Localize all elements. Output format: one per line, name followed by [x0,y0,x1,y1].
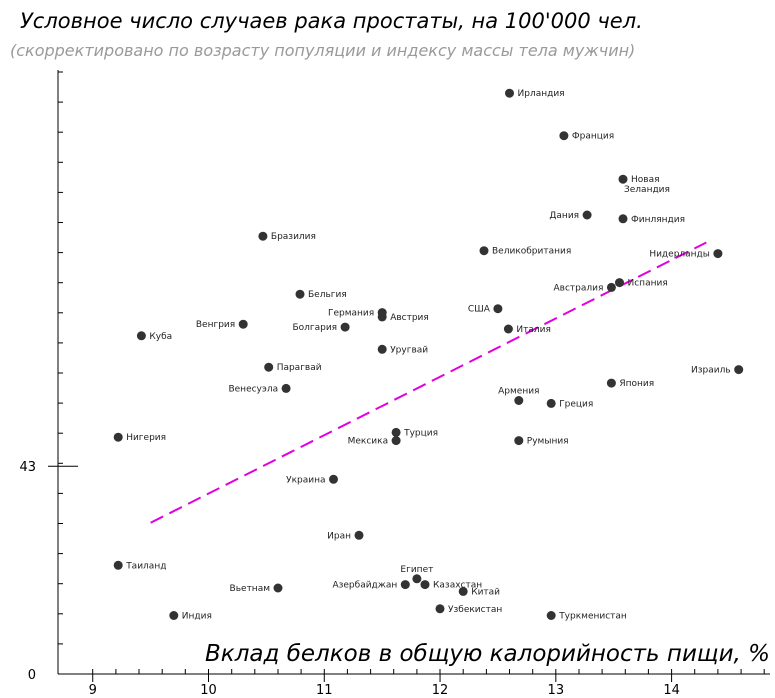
data-point [503,324,513,334]
point-label: Ирландия [518,89,565,99]
point-label: Вьетнам [230,584,270,594]
data-point [295,289,305,299]
x-tick-label: 13 [548,683,565,698]
data-point [559,131,569,141]
point-label: Туркменистан [558,612,627,622]
data-point [505,88,514,98]
point-label: Израиль [691,366,731,376]
x-tick-label: 9 [89,683,97,698]
data-point [136,331,146,341]
point-label: Великобритания [492,247,571,257]
point-label: Румыния [527,437,569,447]
y-tick-label: 43 [19,460,36,475]
point-label: Парагвай [277,363,322,373]
data-point [514,396,524,405]
x-minor-ticks [92,669,765,674]
data-point [514,436,524,446]
point-label: Бразилия [271,232,316,242]
point-label: Венесуэла [228,384,278,394]
data-point [618,214,628,224]
point-label: США [468,305,491,315]
x-tick-label: 14 [663,683,680,698]
data-point [412,574,422,584]
data-point [582,210,592,220]
point-label: Венгрия [196,320,235,330]
x-tick-label: 10 [200,683,217,698]
point-label: Китай [471,587,500,597]
data-point [113,560,123,570]
chart-subtitle: (скорректировано по возрасту популяции и… [10,41,635,60]
x-major-ticks: 9 10 11 12 13 14 [89,674,680,698]
data-point [391,427,401,437]
point-label: Таиланд [125,561,166,571]
data-point [169,611,179,620]
data-points: Ирландия Франция Новая Зеландия Дания Финлянд… [113,88,744,622]
data-point [281,383,291,393]
point-label: Армения [498,387,539,397]
point-label: Нидерланды [649,250,710,260]
point-label: Дания [549,211,579,221]
data-point [354,530,364,540]
data-point [606,282,616,292]
point-label: Бельгия [308,290,347,300]
point-label: Турция [403,428,438,438]
data-point [391,436,401,446]
point-label: Австрия [390,313,429,323]
data-point [479,246,489,256]
point-label: Индия [182,612,212,622]
data-point [713,249,723,259]
data-point [377,344,387,354]
x-tick-label: 12 [432,683,449,698]
data-point [340,322,350,332]
point-label: Испания [628,279,668,289]
data-point [420,580,430,590]
point-label: Греция [559,399,593,409]
point-label: Нигерия [126,433,166,443]
data-point [273,583,283,593]
data-point [377,312,387,322]
point-label: Иран [327,531,351,541]
point-label: Германия [328,309,374,319]
chart-title: Условное число случаев рака простаты, на… [20,9,643,33]
y-major-ticks: 0 43 [19,460,78,683]
data-point [546,398,556,408]
data-point [400,580,410,590]
point-label: Украина [286,475,325,485]
point-label: Япония [619,379,654,389]
point-label: Куба [149,332,172,342]
data-point [113,432,123,442]
data-point [606,378,616,388]
data-point [618,174,628,184]
point-label: Египет [400,565,433,575]
point-label: Казахстан [433,581,482,591]
data-point [615,278,624,288]
point-label: Новая Зеландия [624,175,670,195]
x-tick-label: 11 [316,683,333,698]
point-label: Болгария [292,323,337,333]
point-label: Австралия [553,283,603,293]
point-label: Италия [516,325,551,335]
data-point [258,231,268,241]
point-label: Узбекистан [448,605,502,615]
point-label: Азербайджан [332,581,397,591]
data-point [734,365,744,375]
data-point [329,474,338,484]
data-point [458,586,468,596]
x-axis-label: Вклад белков в общую калорийность пищи, … [205,641,770,667]
data-point [264,362,274,372]
data-point [546,611,556,620]
data-point [238,319,248,329]
point-label: Мексика [348,437,389,447]
data-point [493,304,503,314]
y-minor-ticks [58,71,63,675]
point-label: Уругвай [390,345,428,355]
point-label: Финляндия [631,215,685,225]
point-label: Франция [572,132,614,142]
data-point [435,604,445,614]
y-tick-label: 0 [28,668,36,683]
